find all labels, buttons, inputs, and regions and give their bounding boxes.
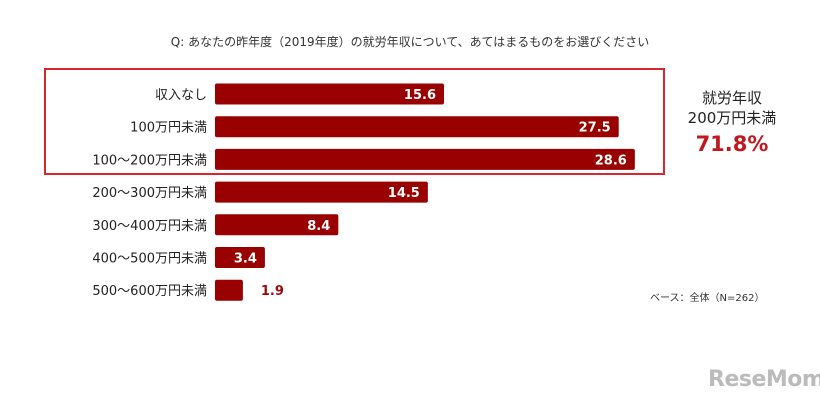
bar bbox=[215, 83, 445, 105]
category-label: 収入なし bbox=[155, 88, 207, 103]
bar bbox=[215, 214, 339, 236]
chart-title: Q: あなたの昨年度（2019年度）の就労年収について、あてはまるものをお選びく… bbox=[170, 35, 650, 49]
data-label: 3.4 bbox=[234, 252, 257, 267]
bar bbox=[215, 247, 265, 268]
data-label: 27.5 bbox=[579, 121, 611, 136]
data-label: 28.6 bbox=[595, 153, 627, 168]
category-label: 100万円未満 bbox=[130, 121, 207, 136]
data-label: 8.4 bbox=[307, 219, 330, 234]
annotation-line1: 就労年収 bbox=[701, 89, 762, 107]
resemom-logo: ReseMom bbox=[708, 367, 820, 392]
bar bbox=[215, 181, 428, 203]
data-label: 14.5 bbox=[388, 186, 420, 201]
category-label: 500～600万円未満 bbox=[92, 284, 207, 299]
data-label: 1.9 bbox=[261, 284, 284, 299]
annotation-line2: 200万円未満 bbox=[687, 109, 777, 127]
highlight-box bbox=[44, 68, 665, 175]
annotation-value: 71.8% bbox=[695, 132, 769, 156]
category-label: 300～400万円未満 bbox=[92, 219, 207, 234]
bar bbox=[215, 279, 243, 301]
data-label: 15.6 bbox=[404, 88, 436, 103]
base-note: ベース：全体（N=262） bbox=[650, 293, 765, 304]
category-label: 200～300万円未満 bbox=[92, 186, 207, 201]
category-label: 400～500万円未満 bbox=[92, 252, 207, 267]
category-label: 100～200万円未満 bbox=[92, 153, 207, 168]
bar bbox=[215, 148, 635, 170]
highlight-annotation: 就労年収 200万円未満 71.8% bbox=[677, 88, 787, 158]
bar bbox=[215, 116, 619, 138]
